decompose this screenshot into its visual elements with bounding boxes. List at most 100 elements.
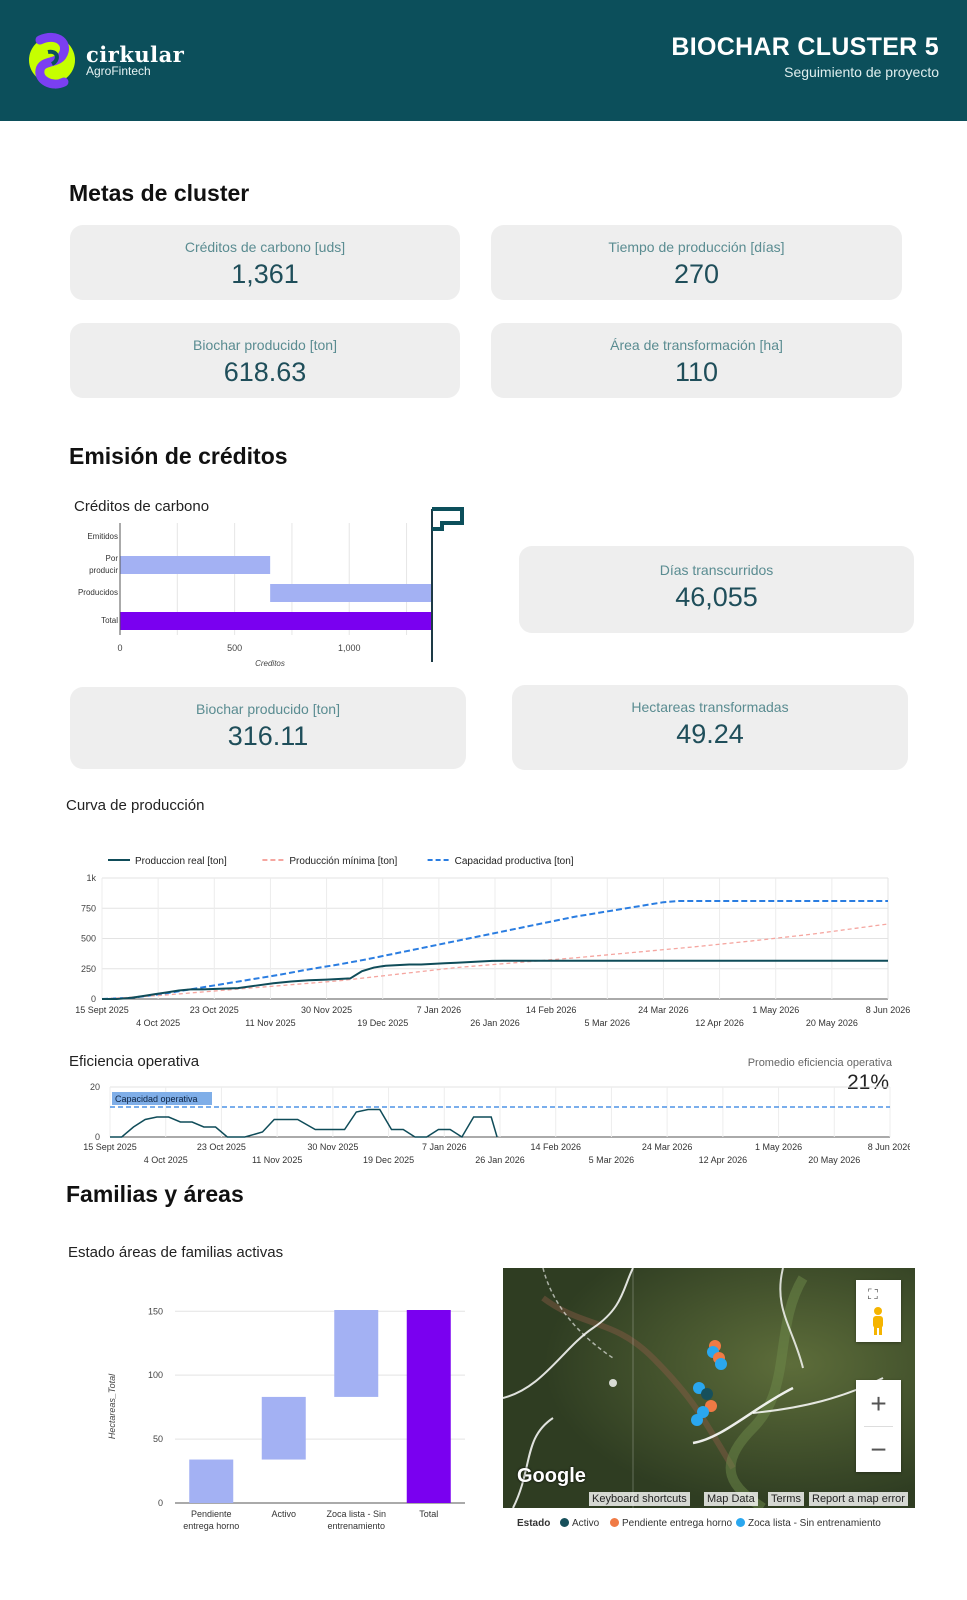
eficiencia-kpi-value: 21% xyxy=(846,1071,889,1094)
zoom-out-button[interactable]: − xyxy=(870,1434,887,1465)
map-report-error-link[interactable]: Report a map error xyxy=(809,1492,908,1506)
kpi-value: 46,055 xyxy=(675,582,758,612)
kpi-value: 1,361 xyxy=(231,259,299,289)
map-markers[interactable] xyxy=(503,1268,915,1508)
y-tick-label: 1k xyxy=(86,873,96,883)
kpi-label: Hectareas transformadas xyxy=(631,699,789,715)
bar-por-producir xyxy=(120,556,271,574)
y-tick-label: 20 xyxy=(90,1082,100,1092)
map-keyboard-shortcuts-link[interactable]: Keyboard shortcuts xyxy=(589,1492,690,1506)
x-tick-label: 8 Jun 2026 xyxy=(866,1005,910,1015)
x-category-label: Activo xyxy=(271,1509,296,1519)
y-category-label: Emitidos xyxy=(87,532,118,541)
x-tick-label: 1,000 xyxy=(338,643,361,653)
chart-title-creditos: Créditos de carbono xyxy=(74,498,210,515)
legend-dot-zoca xyxy=(736,1518,745,1527)
waterfall-bar xyxy=(406,1310,451,1503)
waterfall-bar xyxy=(334,1310,379,1397)
map-legend-item-pendiente: Pendiente entrega horno xyxy=(610,1518,732,1529)
x-tick-label: 8 Jun 2026 xyxy=(868,1142,910,1152)
x-category-label: Zoca lista - Sin xyxy=(326,1509,386,1519)
x-tick-label: 5 Mar 2026 xyxy=(589,1155,635,1165)
y-tick-label: 500 xyxy=(81,934,96,944)
y-tick-label: 0 xyxy=(158,1498,163,1508)
familias-waterfall-chart: 0 50 100 150 Hectareas_Total Pendiente entrega… xyxy=(107,1306,465,1531)
legend-dot-activo xyxy=(560,1518,569,1527)
zoom-in-button[interactable]: + xyxy=(870,1388,887,1419)
x-tick-label: 7 Jan 2026 xyxy=(417,1005,462,1015)
x-tick-label: 11 Nov 2025 xyxy=(252,1155,302,1165)
satellite-map[interactable]: ⛶ + − Google Keyboard shortcuts Map Data… xyxy=(503,1268,915,1508)
x-tick-label: 4 Oct 2025 xyxy=(136,1018,180,1028)
waterfall-bar xyxy=(261,1396,306,1460)
chart-title-familias: Estado áreas de familias activas xyxy=(68,1244,284,1261)
x-tick-label: 12 Apr 2026 xyxy=(695,1018,744,1028)
x-tick-label: 23 Oct 2025 xyxy=(190,1005,239,1015)
produccion-line-chart: Produccion real [ton] Producción mínima [… xyxy=(75,856,910,1028)
y-tick-label: 50 xyxy=(153,1434,163,1444)
series-line xyxy=(102,959,888,1000)
legend-label: Capacidad productiva [ton] xyxy=(455,856,574,867)
x-category-label: Pendiente xyxy=(191,1509,232,1519)
y-tick-label: 0 xyxy=(95,1132,100,1142)
y-tick-label: 250 xyxy=(81,964,96,974)
y-tick-label: 100 xyxy=(148,1370,163,1380)
x-axis-title: Creditos xyxy=(255,659,285,668)
flag-icon xyxy=(432,507,464,531)
legend-label: Produccion real [ton] xyxy=(135,856,227,867)
series-line xyxy=(101,923,889,1000)
kpi-value: 316.11 xyxy=(227,721,309,751)
kpi-value: 49.24 xyxy=(676,719,744,749)
eficiencia-line-chart: 20 015 Sept 2025 4 Oct 2025 23 Oct 2025 11 N… xyxy=(83,1082,910,1165)
x-tick-label: 0 xyxy=(117,643,122,653)
fullscreen-icon[interactable]: ⛶ xyxy=(868,1286,878,1302)
zoom-divider xyxy=(864,1426,893,1427)
series-line xyxy=(101,899,888,1000)
x-category-label: entrega horno xyxy=(183,1521,239,1531)
map-attribution-bar: Keyboard shortcuts Map Data Terms Report… xyxy=(503,1490,915,1508)
x-tick-label: 7 Jan 2026 xyxy=(422,1142,467,1152)
kpi-label: Área de transformación [ha] xyxy=(610,337,783,353)
y-category-label: Total xyxy=(101,616,118,625)
page-title: BIOCHAR CLUSTER 5 xyxy=(671,33,939,61)
x-tick-label: 500 xyxy=(227,643,242,653)
map-data-link[interactable]: Map Data xyxy=(704,1492,758,1506)
y-axis-title: Hectareas_Total xyxy=(107,1373,117,1439)
x-tick-label: 19 Dec 2025 xyxy=(357,1018,408,1028)
kpi-label: Biochar producido [ton] xyxy=(193,337,337,353)
street-view-button[interactable]: ⛶ xyxy=(856,1280,901,1342)
kpi-label: Tiempo de producción [días] xyxy=(608,239,785,255)
y-tick-label: 750 xyxy=(81,903,96,913)
kpi-card-dias: Días transcurridos 46,055 xyxy=(519,546,914,633)
y-category-label: Producidos xyxy=(78,588,118,597)
bar-producidos xyxy=(270,584,432,602)
section-title-familias: Familias y áreas xyxy=(66,1181,244,1207)
kpi-label: Biochar producido [ton] xyxy=(196,701,340,717)
x-tick-label: 20 May 2026 xyxy=(808,1155,860,1165)
section-title-emision: Emisión de créditos xyxy=(69,443,288,469)
kpi-card-creditos: Créditos de carbono [uds] 1,361 xyxy=(70,225,460,300)
x-tick-label: 14 Feb 2026 xyxy=(530,1142,581,1152)
kpi-value: 618.63 xyxy=(223,357,307,387)
header-bar: cirkular AgroFintech BIOCHAR CLUSTER 5 S… xyxy=(0,0,967,121)
bar-total xyxy=(120,612,432,630)
brand-subtitle: AgroFintech xyxy=(86,64,151,78)
x-tick-label: 14 Feb 2026 xyxy=(526,1005,577,1015)
x-tick-label: 19 Dec 2025 xyxy=(363,1155,414,1165)
map-terms-link[interactable]: Terms xyxy=(768,1492,804,1506)
kpi-value: 270 xyxy=(673,259,720,289)
x-category-label: entrenamiento xyxy=(327,1521,385,1531)
x-tick-label: 12 Apr 2026 xyxy=(699,1155,748,1165)
x-tick-label: 30 Nov 2025 xyxy=(301,1005,352,1015)
waterfall-bar xyxy=(189,1459,234,1503)
kpi-card-hectareas: Hectareas transformadas 49.24 xyxy=(512,685,908,770)
cirkular-logo-icon xyxy=(29,32,75,89)
map-legend-item-zoca: Zoca lista - Sin entrenamiento xyxy=(736,1518,881,1529)
kpi-card-area: Área de transformación [ha] 110 xyxy=(491,323,902,398)
x-tick-label: 1 May 2026 xyxy=(755,1142,802,1152)
x-tick-label: 26 Jan 2026 xyxy=(470,1018,520,1028)
kpi-card-tiempo: Tiempo de producción [días] 270 xyxy=(491,225,902,300)
kpi-label: Días transcurridos xyxy=(659,562,774,578)
y-tick-label: 150 xyxy=(148,1306,163,1316)
pegman-icon[interactable] xyxy=(870,1306,886,1336)
